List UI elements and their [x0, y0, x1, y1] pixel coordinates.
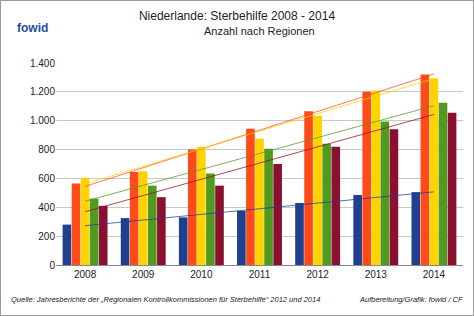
- svg-text:400: 400: [38, 202, 55, 213]
- svg-text:Aufbereitung/Grafik: fowid / C: Aufbereitung/Grafik: fowid / CF: [359, 295, 463, 304]
- svg-text:2008: 2008: [74, 269, 97, 280]
- svg-text:fowid: fowid: [17, 21, 48, 35]
- svg-text:1.400: 1.400: [30, 58, 55, 69]
- svg-text:2010: 2010: [190, 269, 213, 280]
- svg-text:0: 0: [49, 260, 55, 271]
- svg-text:Anzahl nach Regionen: Anzahl nach Regionen: [204, 25, 315, 37]
- svg-text:1.000: 1.000: [30, 115, 55, 126]
- svg-text:800: 800: [38, 144, 55, 155]
- svg-text:Niederlande: Sterbehilfe 2008: Niederlande: Sterbehilfe 2008 - 2014: [139, 9, 335, 23]
- svg-text:Quelle: Jahresberichte der „Re: Quelle: Jahresberichte der „Regionalen K…: [11, 295, 320, 304]
- svg-text:200: 200: [38, 231, 55, 242]
- svg-text:2009: 2009: [132, 269, 155, 280]
- svg-text:2011: 2011: [249, 269, 271, 280]
- svg-text:2013: 2013: [365, 269, 388, 280]
- svg-text:2012: 2012: [307, 269, 330, 280]
- svg-text:1.200: 1.200: [30, 86, 55, 97]
- svg-text:600: 600: [38, 173, 55, 184]
- svg-text:2014: 2014: [423, 269, 446, 280]
